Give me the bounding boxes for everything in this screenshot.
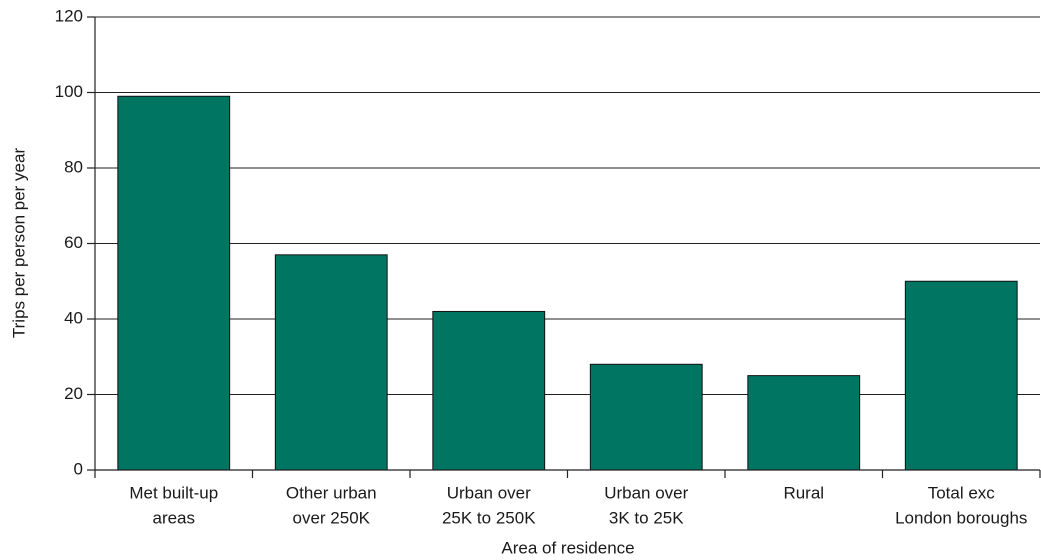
y-tick-label: 80	[64, 157, 83, 176]
x-tick-label: Other urban	[286, 483, 377, 502]
x-tick-label: Urban over	[447, 483, 531, 502]
y-tick-label: 60	[64, 233, 83, 252]
bar	[274, 254, 388, 471]
bar	[432, 310, 546, 471]
x-tick-label: Rural	[783, 483, 824, 502]
x-tick-label: Urban over	[604, 483, 688, 502]
bar	[589, 363, 703, 471]
y-tick-label: 0	[74, 459, 83, 478]
x-tick-label: over 250K	[293, 508, 371, 527]
x-tick-label: London boroughs	[895, 508, 1027, 527]
x-tick-label: 25K to 250K	[442, 508, 536, 527]
bar	[747, 375, 861, 471]
x-tick-label: Total exc	[928, 483, 996, 502]
y-tick-label: 20	[64, 384, 83, 403]
bar	[904, 280, 1018, 471]
y-tick-label: 40	[64, 308, 83, 327]
y-tick-label: 120	[55, 6, 83, 25]
x-tick-label: Met built-up	[129, 483, 218, 502]
y-tick-label: 100	[55, 82, 83, 101]
bar	[117, 95, 231, 471]
x-tick-label: 3K to 25K	[609, 508, 684, 527]
x-tick-label: areas	[152, 508, 195, 527]
y-axis-label: Trips per person per year	[9, 148, 28, 339]
x-axis-label: Area of residence	[501, 538, 634, 557]
